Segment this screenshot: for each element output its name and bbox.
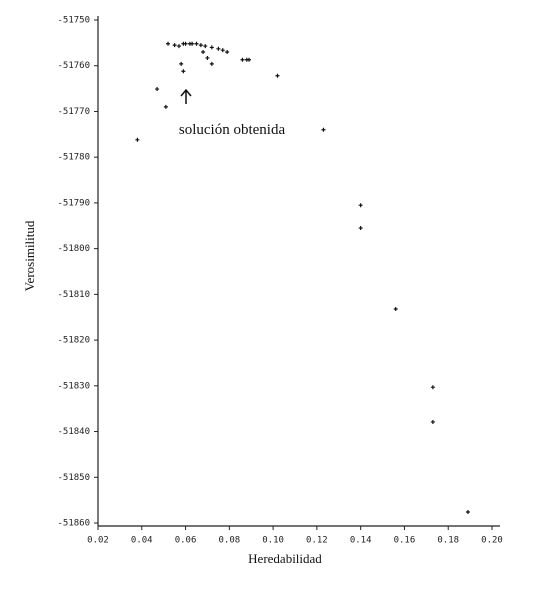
x-axis-title: Heredabilidad [248, 551, 322, 566]
x-tick-label: 0.08 [218, 536, 240, 546]
point [275, 73, 280, 78]
y-tick-label: -51830 [57, 381, 90, 391]
point [430, 385, 435, 390]
point [209, 45, 214, 50]
y-tick-label: -51800 [57, 244, 90, 254]
y-tick-label: -51750 [57, 16, 90, 26]
x-tick-label: 0.20 [481, 536, 503, 546]
x-tick-label: 0.18 [437, 536, 459, 546]
point [181, 69, 186, 74]
point [430, 419, 435, 424]
point [358, 226, 363, 231]
x-tick-label: 0.14 [350, 536, 372, 546]
point [172, 43, 177, 48]
y-tick-label: -51840 [57, 427, 90, 437]
y-tick-label: -51770 [57, 107, 90, 117]
point [198, 43, 203, 48]
point [203, 44, 208, 49]
point [155, 87, 160, 92]
y-tick-label: -51810 [57, 290, 90, 300]
point [179, 61, 184, 66]
point [176, 44, 181, 49]
point [321, 127, 326, 132]
point [194, 41, 199, 46]
y-tick-label: -51850 [57, 473, 90, 483]
x-tick-label: 0.02 [87, 536, 109, 546]
x-tick-label: 0.04 [131, 536, 153, 546]
y-axis-title: Verosimilitud [22, 220, 37, 291]
x-tick-label: 0.10 [262, 536, 284, 546]
point [216, 46, 221, 51]
y-tick-label: -51760 [57, 61, 90, 71]
point [240, 57, 245, 62]
point [209, 61, 214, 66]
point [393, 306, 398, 311]
annotation-arrow [180, 88, 192, 104]
point [247, 57, 252, 62]
point [220, 48, 225, 53]
point [201, 50, 206, 55]
annotation: solución obtenida [179, 122, 286, 138]
x-tick-label: 0.06 [175, 536, 197, 546]
y-tick-label: -51860 [57, 519, 90, 529]
point [183, 41, 188, 46]
y-tick-label: -51790 [57, 198, 90, 208]
y-tick-label: -51820 [57, 336, 90, 346]
point [135, 137, 140, 142]
point [465, 510, 470, 515]
x-tick-label: 0.16 [394, 536, 416, 546]
x-tick-label: 0.12 [306, 536, 328, 546]
point [225, 50, 230, 55]
point [163, 104, 168, 109]
point [190, 41, 195, 46]
point [358, 203, 363, 208]
point [166, 41, 171, 46]
point [205, 55, 210, 60]
y-tick-label: -51780 [57, 153, 90, 163]
